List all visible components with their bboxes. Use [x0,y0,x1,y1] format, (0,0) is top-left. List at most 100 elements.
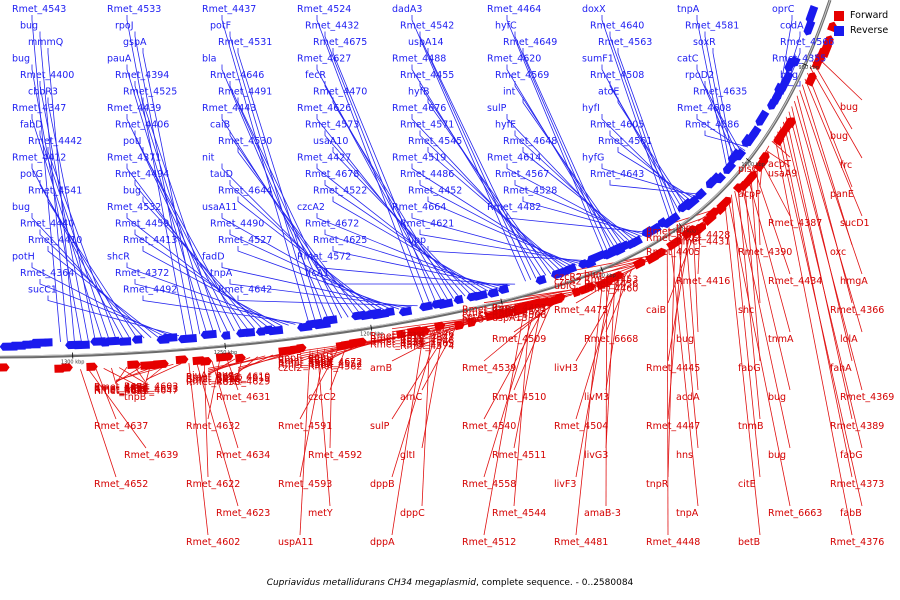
reverse-gene-label: Rmet_4470 [313,87,367,98]
reverse-gene-label: Rmet_4640 [590,21,644,32]
reverse-label-line [229,279,412,308]
reverse-gene-arrow [749,125,762,138]
forward-gene-label: Rmet_4483 [492,303,546,314]
reverse-gene-label: soxR [693,37,716,48]
reverse-label-line [221,262,406,309]
reverse-gene-label: uspA14 [408,37,444,48]
forward-gene-label: Rmet_4584 [278,356,332,367]
reverse-gene-label: tnpA [210,268,233,279]
forward-gene-label: Rmet_4510 [492,392,546,403]
reverse-gene-label: caiB [210,120,230,131]
forward-gene-label: livF3 [554,479,576,490]
reverse-gene-arrow [200,329,217,339]
forward-gene-arrow [571,287,582,298]
caption-organism: Cupriavidus metallidurans CH34 megaplasm… [266,578,476,588]
reverse-gene-label: Rmet_4432 [305,21,359,32]
forward-label-line [329,340,376,358]
reverse-label-line [126,114,228,332]
reverse-gene-label: Rmet_4492 [123,285,177,296]
scale-tick [678,223,683,229]
reverse-gene-label: czcA2 [297,202,325,213]
forward-gene-label: Rmet_4366 [830,305,884,316]
forward-gene-label: Rmet_4373 [830,479,884,490]
reverse-label-line [47,295,180,337]
forward-label-line [799,90,863,275]
forward-gene-label: Rmet_4634 [216,450,270,461]
forward-gene-label: betB [738,537,760,548]
forward-gene-label: livG3 [584,450,608,461]
forward-gene-label: acpT [768,159,791,170]
forward-gene-label: Rmet_4603 [124,382,178,393]
reverse-gene-arrow [266,325,284,336]
forward-gene-label: shc [738,305,754,316]
reverse-gene-arrow [419,301,433,312]
reverse-label-line [126,163,249,330]
reverse-gene-label: usaA10 [313,136,348,147]
reverse-gene-label: Rmet_4442 [28,136,82,147]
forward-gene-label: Rmet_4611 [186,372,240,383]
forward-gene-label: Rmet_4574 [400,341,454,352]
reverse-gene-label: Rmet_4437 [202,4,256,15]
forward-gene-label: livM3 [584,392,609,403]
reverse-gene-label: gspA [123,37,147,48]
legend-reverse-label: Reverse [850,25,889,36]
forward-gene-label: bug [676,334,694,345]
forward-gene-label: bug [768,450,786,461]
reverse-label-line [31,213,145,339]
reverse-gene-arrow [177,334,197,344]
reverse-gene-arrow [803,19,816,36]
reverse-gene-arrow [383,307,395,317]
reverse-gene-label: Rmet_4566 [780,37,834,48]
reverse-gene-label: hyfI [582,103,600,114]
forward-gene-label: Rmet_4504 [554,421,608,432]
forward-gene-label: fabG [840,450,863,461]
reverse-gene-label: oprC [772,4,795,15]
forward-label-line [667,244,676,478]
forward-gene-label: fahA [830,363,852,374]
reverse-label-line [411,64,542,278]
reverse-gene-label: usaA11 [202,202,237,213]
reverse-gene-label: Rmet_4400 [20,70,74,81]
reverse-label-line [47,246,159,338]
reverse-gene-label: Rmet_4643 [590,169,644,180]
forward-gene-label: Rmet_4540 [462,421,516,432]
reverse-gene-arrow [695,188,707,200]
reverse-gene-label: Rmet_4486 [400,169,454,180]
reverse-gene-arrow [242,328,256,337]
reverse-gene-label: Rmet_4545 [408,136,462,147]
reverse-label-line [221,163,368,315]
reverse-label-line [419,31,532,280]
reverse-gene-label: catC [677,54,699,65]
reverse-gene-arrow [790,56,801,67]
reverse-label-line [39,130,110,341]
reverse-label-line [332,97,454,299]
forward-gene-arrow [127,360,141,369]
forward-gene-label: Rmet_4512 [462,537,516,548]
reverse-label-line [237,246,400,310]
reverse-gene-label: Rmet_4410 [28,235,82,246]
reverse-label-line [39,81,89,342]
reverse-label-line [142,97,221,333]
forward-label-line [605,277,616,449]
forward-gene-label: bug [584,270,602,281]
reverse-gene-label: bug [780,70,798,81]
reverse-label-line [712,97,743,155]
reverse-gene-label: potH [12,252,35,263]
reverse-label-line [221,64,329,321]
reverse-gene-label: Rmet_4608 [677,103,731,114]
forward-gene-label: Rmet_4447 [646,421,700,432]
forward-gene-label: piuA [186,370,208,381]
scale-tick [370,324,373,331]
reverse-label-line [134,229,276,328]
forward-label-line [670,246,699,507]
forward-label-line [391,324,464,362]
legend-item-reverse: Reverse [834,23,894,38]
reverse-gene-label: bla [202,54,217,65]
forward-label-line [391,327,451,420]
reverse-label-line [31,114,103,341]
forward-label-line [575,279,612,478]
forward-gene-label: Rmet_4376 [830,537,884,548]
forward-gene-label: czcI2 [278,363,302,374]
reverse-gene-label: sucC1 [28,285,57,296]
reverse-label-line [237,97,343,319]
